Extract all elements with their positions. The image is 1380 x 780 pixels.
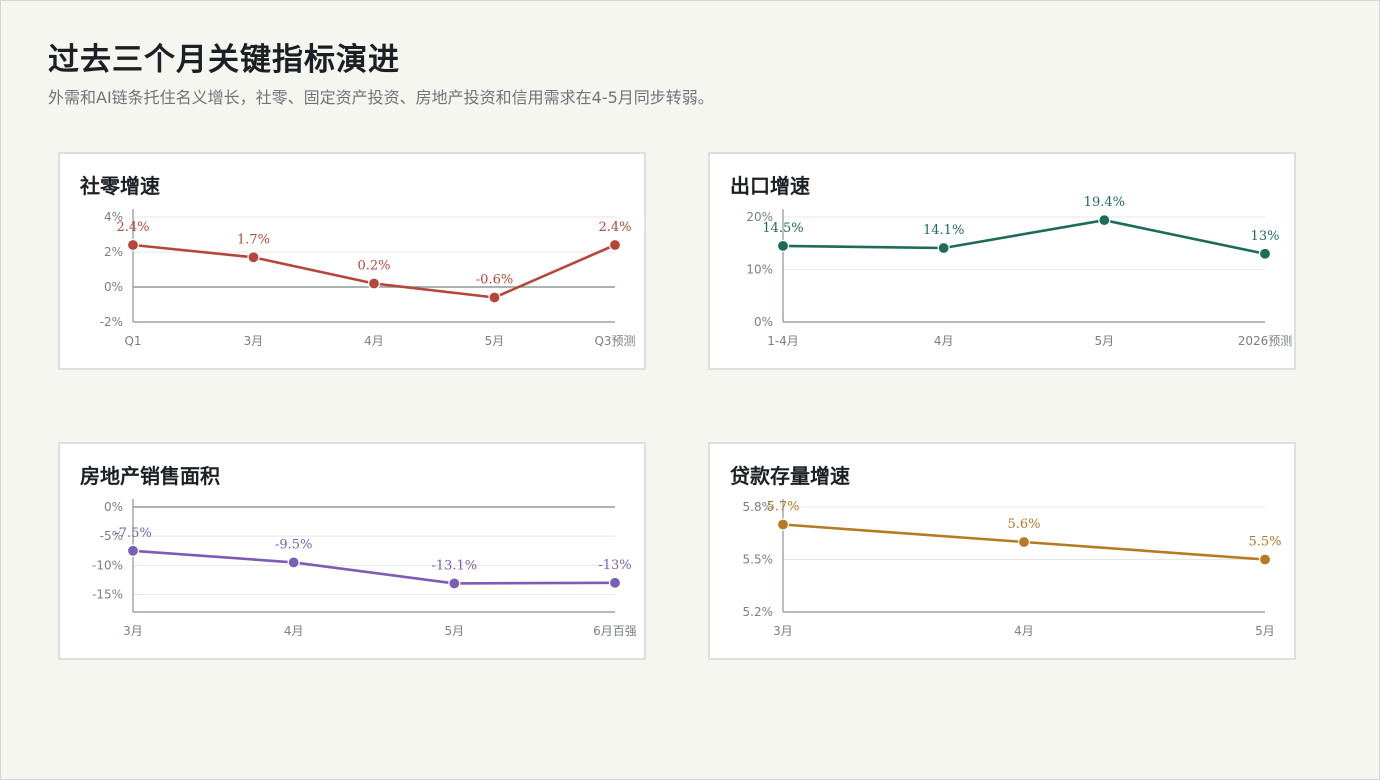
data-point <box>1258 553 1272 566</box>
x-tick-label: 5月 <box>485 334 505 348</box>
data-label: 5.6% <box>1007 517 1040 532</box>
data-point <box>367 277 381 290</box>
data-point <box>126 544 140 557</box>
data-label: -9.5% <box>275 537 312 552</box>
y-tick-label: -5% <box>100 529 123 543</box>
x-tick-label: 3月 <box>773 624 793 638</box>
chart-card-exports: 出口增速 20% 10% 0% 1-4月 4月 5月 2026预测 14.5% 14.1% 19.… <box>708 152 1296 370</box>
y-tick-label: 5.2% <box>743 605 774 619</box>
data-point <box>1017 535 1031 549</box>
data-point <box>937 241 950 255</box>
series-line <box>781 218 1267 256</box>
page-subtitle: 外需和AI链条托住名义增长，社零、固定资产投资、房地产投资和信用需求在4-5月同… <box>48 88 714 107</box>
data-label: -13% <box>598 558 631 573</box>
data-label: -13.1% <box>431 558 477 573</box>
x-tick-label: Q1 <box>124 334 141 348</box>
data-point <box>608 576 622 589</box>
chart-svg: 0% -5% -10% -15% 3月 4月 5月 6月百强 -7.5% -9.5% -13.1% -… <box>92 499 637 638</box>
chart-svg: 20% 10% 0% 1-4月 4月 5月 2026预测 14.5% 14.1% 19.4% 13% <box>746 195 1293 348</box>
y-tick-label: 5.8% <box>743 500 774 514</box>
data-point <box>776 239 790 252</box>
y-tick-label: -2% <box>100 315 123 329</box>
data-point <box>1258 247 1272 260</box>
data-label: 1.7% <box>237 232 270 247</box>
x-tick-label: 4月 <box>1014 624 1034 638</box>
chart-title: 贷款存量增速 <box>730 464 850 488</box>
chart-title: 社零增速 <box>80 174 160 198</box>
chart-title: 出口增速 <box>730 174 810 198</box>
data-label: 14.5% <box>762 221 803 236</box>
y-tick-label: 0% <box>754 315 773 329</box>
chart-svg: 4% 2% 0% -2%Q1 3月 4月 5月 Q3预测 2.4% 1.7% 0.2% -0.6% 2.… <box>100 209 636 348</box>
series-line <box>131 549 617 585</box>
chart-title: 房地产销售面积 <box>80 464 220 488</box>
data-label: 13% <box>1251 229 1280 244</box>
x-tick-label: 1-4月 <box>767 334 799 348</box>
x-tick-label: Q3预测 <box>594 334 635 348</box>
data-label: 2.4% <box>598 220 631 235</box>
data-point <box>1098 214 1111 227</box>
y-tick-label: 5.5% <box>743 553 774 567</box>
chart-card-retail: 社零增速 4% 2% 0% -2% Q1 3月 4月 5月 Q3预测 2.4% 1.7% 0.2% -0… <box>58 152 646 370</box>
page-title: 过去三个月关键指标演进 <box>48 42 400 78</box>
y-tick-label: 2% <box>104 245 123 259</box>
data-point <box>126 238 140 252</box>
x-tick-label: 3月 <box>244 334 264 348</box>
data-point <box>488 291 501 304</box>
x-tick-label: 4月 <box>934 334 954 348</box>
data-label: 5.5% <box>1248 535 1281 550</box>
data-label: 0.2% <box>357 259 390 274</box>
x-tick-label: 4月 <box>364 334 384 348</box>
data-point <box>608 238 622 252</box>
data-label: 2.4% <box>116 220 149 235</box>
data-point <box>448 577 461 590</box>
x-tick-label: 5月 <box>1095 334 1115 348</box>
data-label: 14.1% <box>923 223 964 238</box>
data-point <box>287 556 300 569</box>
x-tick-label: 4月 <box>284 624 304 638</box>
x-tick-label: 2026预测 <box>1238 334 1293 348</box>
data-point <box>776 518 790 531</box>
x-tick-label: 6月百强 <box>593 624 637 638</box>
data-label: -7.5% <box>114 526 151 541</box>
data-label: 19.4% <box>1084 195 1125 210</box>
x-tick-label: 5月 <box>1255 624 1275 638</box>
data-label: -0.6% <box>476 273 513 288</box>
y-tick-label: -10% <box>92 558 123 572</box>
data-point <box>247 251 260 264</box>
y-tick-label: 4% <box>104 210 123 224</box>
chart-card-property-sales: 房地产销售面积 0% -5% -10% -15% 3月 4月 5月 6月百强 -7.5% -9.5… <box>58 442 646 660</box>
x-tick-label: 5月 <box>445 624 465 638</box>
y-tick-label: 10% <box>746 263 773 277</box>
chart-svg: 5.8% 5.5% 5.2% 3月 4月 5月 5.7% 5.6% 5.5% <box>743 499 1282 638</box>
data-label: 5.7% <box>766 500 799 515</box>
y-tick-label: 0% <box>104 500 123 514</box>
y-tick-label: -15% <box>92 588 123 602</box>
y-tick-label: 20% <box>746 210 773 224</box>
chart-card-loans: 贷款存量增速 5.8% 5.5% 5.2% 3月 4月 5月 5.7% 5.6% 5.5% <box>708 442 1296 660</box>
y-tick-label: 0% <box>104 280 123 294</box>
x-tick-label: 3月 <box>123 624 143 638</box>
